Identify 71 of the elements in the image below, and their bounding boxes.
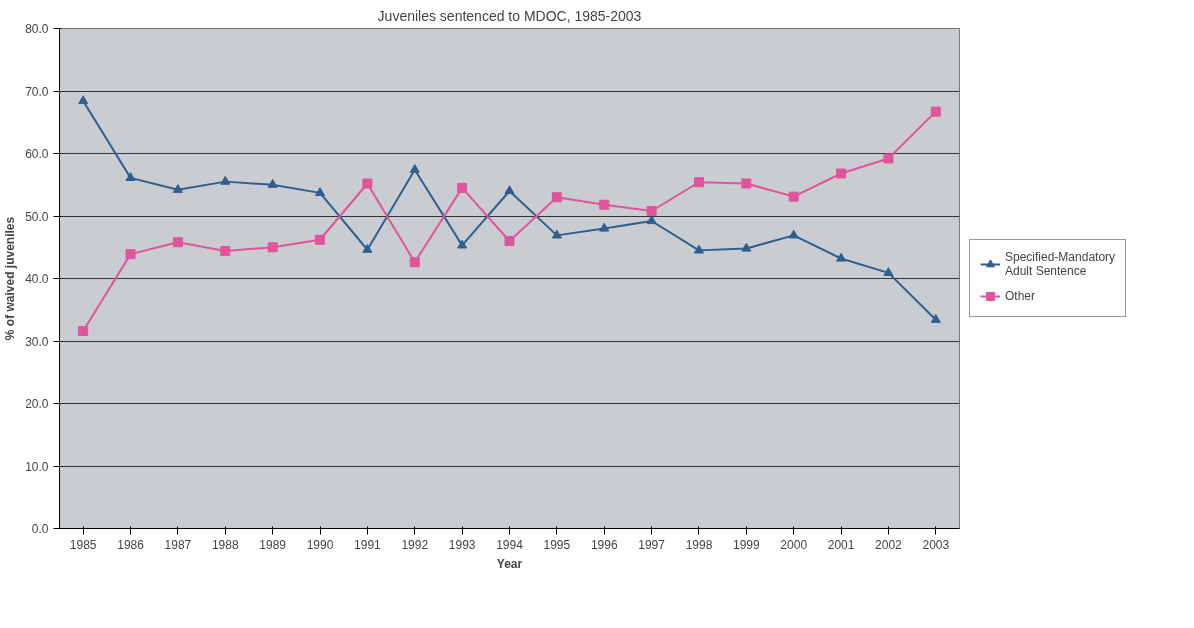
point xyxy=(220,175,231,185)
x-tick-label: 1992 xyxy=(401,537,429,552)
x-tick-label: 1997 xyxy=(638,537,666,552)
point xyxy=(741,178,752,189)
x-tick-label: 1999 xyxy=(732,537,761,552)
point xyxy=(362,178,373,189)
point xyxy=(836,168,847,179)
point xyxy=(599,199,610,210)
x-axis-title: Year xyxy=(496,556,523,571)
point xyxy=(315,234,326,245)
point xyxy=(172,184,183,193)
point xyxy=(646,215,657,225)
chart-title: Juveniles sentenced to MDOC, 1985-2003 xyxy=(377,7,642,24)
point xyxy=(125,172,136,181)
point xyxy=(315,187,326,196)
point xyxy=(883,153,894,164)
point xyxy=(836,252,847,262)
y-tick-label: 30.0 xyxy=(25,334,49,349)
point xyxy=(125,249,136,260)
y-tick-label: 0.0 xyxy=(31,522,49,536)
point xyxy=(741,242,752,252)
point xyxy=(362,244,373,253)
y-tick-label: 80.0 xyxy=(25,22,49,36)
point xyxy=(504,185,515,195)
point xyxy=(172,237,183,248)
point xyxy=(78,326,89,336)
point xyxy=(78,95,89,105)
point xyxy=(788,229,799,239)
y-tick-label: 50.0 xyxy=(25,209,49,224)
y-tick-label: 70.0 xyxy=(25,84,49,99)
point xyxy=(930,106,941,117)
x-tick-label: 1994 xyxy=(496,537,524,552)
y-tick-label: 60.0 xyxy=(25,147,49,161)
point xyxy=(409,257,420,268)
point xyxy=(599,222,610,232)
point xyxy=(930,314,941,323)
point xyxy=(551,229,562,239)
x-tick-label: 1988 xyxy=(211,537,239,552)
point xyxy=(883,267,894,276)
x-tick-label: 1998 xyxy=(685,537,713,552)
point xyxy=(504,236,515,246)
point xyxy=(788,191,799,202)
x-tick-label: 1996 xyxy=(590,537,618,552)
y-tick-label: 10.0 xyxy=(25,459,49,474)
x-tick-label: 1990 xyxy=(306,537,334,552)
point xyxy=(551,192,562,203)
x-tick-label: 1993 xyxy=(448,537,476,552)
x-tick-label: 1989 xyxy=(259,537,287,552)
x-tick-label: 2002 xyxy=(875,537,903,552)
point xyxy=(409,164,420,173)
point xyxy=(457,182,468,193)
point xyxy=(220,246,231,256)
y-tick-label: 40.0 xyxy=(25,272,49,286)
legend-label: Other xyxy=(1005,289,1036,303)
x-tick-label: 1985 xyxy=(69,537,97,552)
legend-label: Specified-Mandatory Adult Sentence xyxy=(1005,250,1116,278)
x-tick-label: 2001 xyxy=(827,537,855,552)
point xyxy=(457,239,468,249)
x-tick-label: 2003 xyxy=(922,537,950,552)
point xyxy=(267,179,278,188)
x-tick-label: 2000 xyxy=(780,537,808,552)
x-tick-label: 1995 xyxy=(543,537,571,552)
point xyxy=(693,177,704,188)
y-axis-title: % of waived juveniles xyxy=(3,216,18,341)
x-tick-label: 1987 xyxy=(164,537,192,552)
x-tick-label: 1986 xyxy=(117,537,145,552)
y-tick-label: 20.0 xyxy=(25,397,49,411)
point xyxy=(267,242,278,253)
x-tick-label: 1991 xyxy=(354,537,382,552)
point xyxy=(646,206,657,216)
point xyxy=(693,244,704,254)
